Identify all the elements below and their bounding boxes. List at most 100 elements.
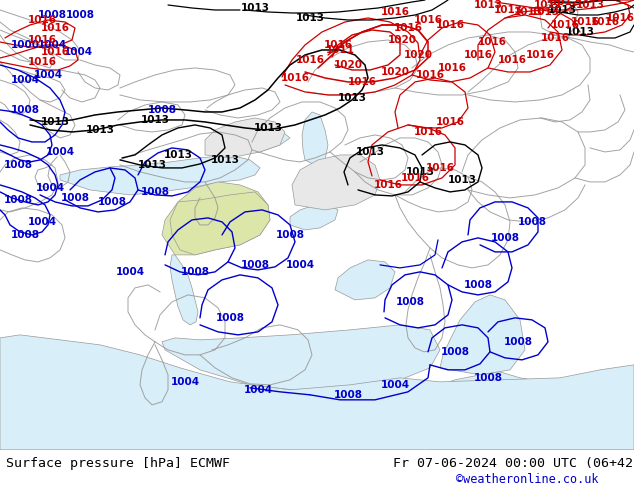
Text: 1016: 1016	[295, 55, 325, 65]
Text: Fr 07-06-2024 00:00 UTC (06+42): Fr 07-06-2024 00:00 UTC (06+42)	[393, 457, 634, 470]
Text: 1008: 1008	[441, 347, 470, 357]
Text: 1011: 1011	[325, 45, 354, 55]
Text: 1016: 1016	[413, 127, 443, 137]
Text: 1000: 1000	[11, 40, 39, 50]
Text: 1008: 1008	[98, 197, 127, 207]
Text: 1016: 1016	[571, 17, 600, 27]
Text: 1016: 1016	[436, 117, 465, 127]
Text: 1016: 1016	[27, 35, 56, 45]
Text: 1004: 1004	[285, 260, 314, 270]
Text: 1016: 1016	[413, 15, 443, 25]
Text: 1013: 1013	[254, 123, 283, 133]
Text: 1020: 1020	[333, 60, 363, 70]
Text: 1016: 1016	[415, 70, 444, 80]
Polygon shape	[60, 155, 260, 195]
Text: 1013: 1013	[41, 117, 70, 127]
Text: 1016: 1016	[41, 23, 70, 33]
Text: 1016: 1016	[526, 50, 555, 60]
Text: ©weatheronline.co.uk: ©weatheronline.co.uk	[456, 473, 599, 486]
Polygon shape	[162, 325, 440, 392]
Text: 1012: 1012	[550, 0, 579, 7]
Text: 1008: 1008	[65, 10, 94, 20]
Text: 1013: 1013	[514, 7, 543, 17]
Polygon shape	[162, 182, 270, 255]
Text: 1013: 1013	[576, 0, 604, 10]
Text: 1004: 1004	[63, 47, 93, 57]
Text: 1016: 1016	[541, 33, 569, 43]
Polygon shape	[292, 155, 380, 210]
Text: 1013: 1013	[210, 155, 240, 165]
Text: Surface pressure [hPa] ECMWF: Surface pressure [hPa] ECMWF	[6, 457, 230, 470]
Text: 1016: 1016	[27, 15, 56, 25]
Text: 1008: 1008	[11, 230, 39, 240]
Text: 1013: 1013	[86, 125, 115, 135]
Polygon shape	[430, 370, 630, 450]
Text: 1016: 1016	[605, 13, 634, 23]
Text: 1016: 1016	[425, 163, 455, 173]
Text: 1004: 1004	[27, 217, 56, 227]
Text: 1013: 1013	[474, 0, 503, 10]
Text: 1016: 1016	[394, 23, 422, 33]
Text: 1004: 1004	[243, 385, 273, 395]
Polygon shape	[170, 255, 198, 325]
Text: 1013: 1013	[240, 3, 269, 13]
Text: 1008: 1008	[141, 187, 169, 197]
Text: 1016: 1016	[590, 17, 619, 27]
Text: 1016: 1016	[380, 7, 410, 17]
Text: 1008: 1008	[333, 390, 363, 400]
Text: 1016: 1016	[463, 50, 493, 60]
Text: 1004: 1004	[10, 75, 39, 85]
Text: 1008: 1008	[148, 105, 176, 115]
Text: 1013: 1013	[406, 167, 434, 177]
Text: 1008: 1008	[491, 233, 519, 243]
Text: 1008: 1008	[11, 105, 39, 115]
Polygon shape	[335, 260, 395, 300]
Polygon shape	[302, 112, 328, 165]
Text: 1008: 1008	[503, 337, 533, 347]
Text: 1004: 1004	[380, 380, 410, 390]
Text: 1020: 1020	[380, 67, 410, 77]
Text: 1008: 1008	[474, 373, 503, 383]
Text: 1013: 1013	[337, 93, 366, 103]
Text: 1013: 1013	[164, 150, 193, 160]
Text: 1020: 1020	[403, 50, 432, 60]
Text: 1016: 1016	[401, 173, 429, 183]
Text: 1004: 1004	[171, 377, 200, 387]
Text: 1016: 1016	[347, 77, 377, 87]
Text: 1008: 1008	[396, 297, 425, 307]
Text: 1008: 1008	[517, 217, 547, 227]
Text: 1013: 1013	[493, 5, 522, 15]
Text: 1004: 1004	[46, 147, 75, 157]
Text: 1020: 1020	[387, 35, 417, 45]
Text: 1016: 1016	[373, 180, 403, 190]
Text: 1008: 1008	[60, 193, 89, 203]
Text: 1013: 1013	[566, 27, 595, 37]
Text: 1008: 1008	[463, 280, 493, 290]
Text: 1008: 1008	[240, 260, 269, 270]
Text: 1013: 1013	[141, 115, 169, 125]
Text: 1004: 1004	[34, 70, 63, 80]
Text: 1013: 1013	[531, 7, 559, 17]
Text: 1016: 1016	[41, 47, 70, 57]
Text: 1011: 1011	[533, 0, 562, 10]
Text: 1016: 1016	[550, 20, 579, 30]
Text: 1008: 1008	[4, 195, 32, 205]
Text: 1008: 1008	[216, 313, 245, 323]
Text: 1013: 1013	[295, 13, 325, 23]
Text: 1013: 1013	[138, 160, 167, 170]
Text: 1016: 1016	[437, 63, 467, 73]
Text: 1008: 1008	[181, 267, 209, 277]
Text: 1013: 1013	[448, 175, 477, 185]
Polygon shape	[210, 128, 290, 155]
Polygon shape	[0, 335, 634, 450]
Text: 1004: 1004	[37, 40, 67, 50]
Polygon shape	[440, 295, 525, 375]
Text: 1008: 1008	[276, 230, 304, 240]
Text: 1013: 1013	[356, 147, 384, 157]
Polygon shape	[290, 205, 338, 230]
Polygon shape	[205, 118, 285, 158]
Text: 1004: 1004	[36, 183, 65, 193]
Text: 1008: 1008	[4, 160, 32, 170]
Text: 1016: 1016	[436, 20, 465, 30]
Text: 1016: 1016	[498, 55, 526, 65]
